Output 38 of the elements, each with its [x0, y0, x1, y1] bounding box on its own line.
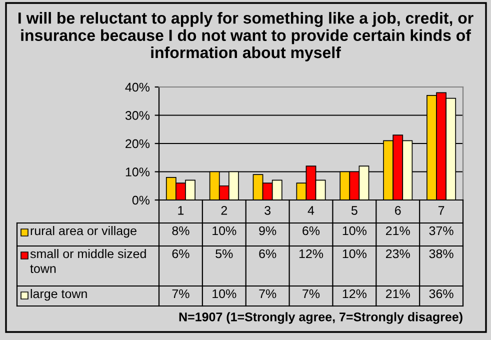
text: N=1907 (1=Strongly agree, 7=Strongly disagree)	[179, 312, 462, 324]
data-label: 9%	[259, 226, 276, 236]
data-label: 12%	[299, 249, 324, 258]
data-label: 36%	[429, 289, 454, 298]
y-tick-label: 0%	[132, 196, 150, 205]
x-tick-label: 7	[438, 206, 444, 215]
data-label: 38%	[429, 249, 454, 258]
x-tick-label: 4	[308, 206, 314, 215]
data-label: 8%	[172, 226, 190, 236]
chart-title: I will be reluctant to apply for something like a job, credit, or insurance because I do not want to provide certain kinds of information about myself	[18, 12, 474, 62]
data-label: 10%	[212, 289, 236, 298]
data-label: 12%	[342, 289, 366, 298]
x-tick-label: 1	[178, 206, 184, 215]
legend-label: large town	[30, 289, 87, 301]
data-label: 6%	[302, 226, 320, 236]
data-label: 6%	[259, 249, 276, 258]
x-tick-label: 5	[351, 206, 358, 215]
x-tick-label: 2	[221, 206, 227, 215]
data-label: 7%	[302, 289, 320, 298]
y-tick-label: 40%	[125, 82, 150, 92]
y-tick-label: 20%	[126, 139, 150, 148]
data-label: 6%	[172, 249, 190, 258]
data-label: 7%	[259, 289, 276, 298]
y-tick-label: 10%	[126, 168, 150, 176]
data-label: 10%	[342, 249, 366, 258]
x-tick-label: 3	[264, 206, 270, 215]
x-tick-label: 6	[395, 206, 401, 215]
legend-label: small or middle sized town	[30, 249, 146, 274]
data-label: 10%	[212, 226, 236, 236]
legend-label: rural area or village	[30, 226, 136, 238]
data-label: 37%	[429, 226, 454, 236]
data-label: 5%	[216, 249, 233, 258]
data-label: 21%	[386, 226, 410, 236]
data-label: 10%	[342, 226, 366, 236]
y-tick-label: 30%	[125, 111, 150, 120]
data-label: 23%	[386, 249, 410, 258]
data-label: 21%	[386, 289, 410, 298]
data-label: 7%	[172, 289, 190, 298]
